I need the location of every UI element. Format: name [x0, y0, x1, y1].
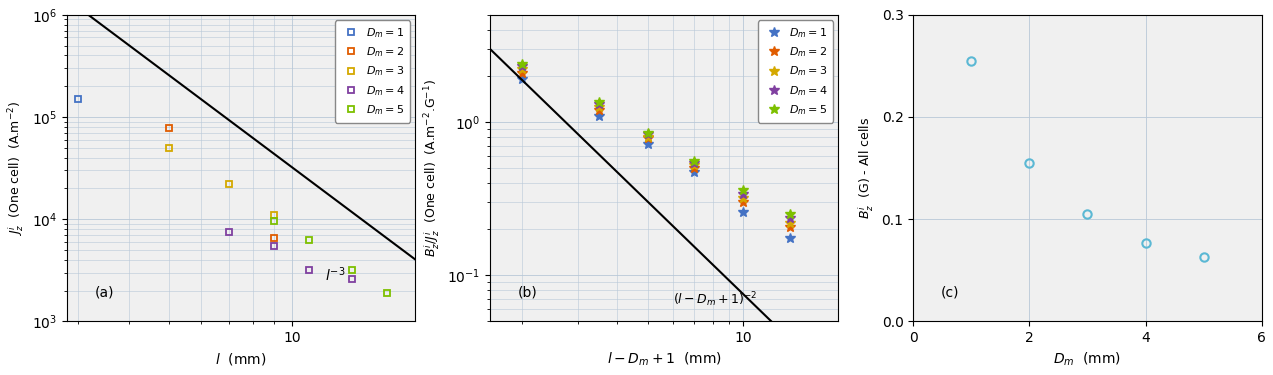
Text: (a): (a)	[95, 286, 115, 300]
X-axis label: $l - D_m + 1$  (mm): $l - D_m + 1$ (mm)	[607, 351, 722, 368]
Y-axis label: $B_z^i/J_z^i$  (One cell)  (A.m$^{-2}$.G$^{-1}$): $B_z^i/J_z^i$ (One cell) (A.m$^{-2}$.G$^…	[423, 79, 442, 257]
Legend: $D_m = 1$, $D_m = 2$, $D_m = 3$, $D_m = 4$, $D_m = 5$: $D_m = 1$, $D_m = 2$, $D_m = 3$, $D_m = …	[335, 20, 410, 123]
Text: $(l - D_m + 1)^{-2}$: $(l - D_m + 1)^{-2}$	[673, 290, 757, 309]
Y-axis label: $B_z^i$  (G) - All cells: $B_z^i$ (G) - All cells	[857, 117, 876, 219]
Text: (c): (c)	[941, 286, 960, 300]
X-axis label: $D_m$  (mm): $D_m$ (mm)	[1054, 351, 1122, 368]
Y-axis label: $J_z^i$  (One cell)  (A.m$^{-2}$): $J_z^i$ (One cell) (A.m$^{-2}$)	[6, 100, 27, 236]
X-axis label: $l$  (mm): $l$ (mm)	[215, 351, 267, 367]
Text: $l^{-3}$: $l^{-3}$	[325, 265, 345, 284]
Text: (b): (b)	[518, 286, 537, 300]
Legend: $D_m = 1$, $D_m = 2$, $D_m = 3$, $D_m = 4$, $D_m = 5$: $D_m = 1$, $D_m = 2$, $D_m = 3$, $D_m = …	[757, 20, 833, 123]
